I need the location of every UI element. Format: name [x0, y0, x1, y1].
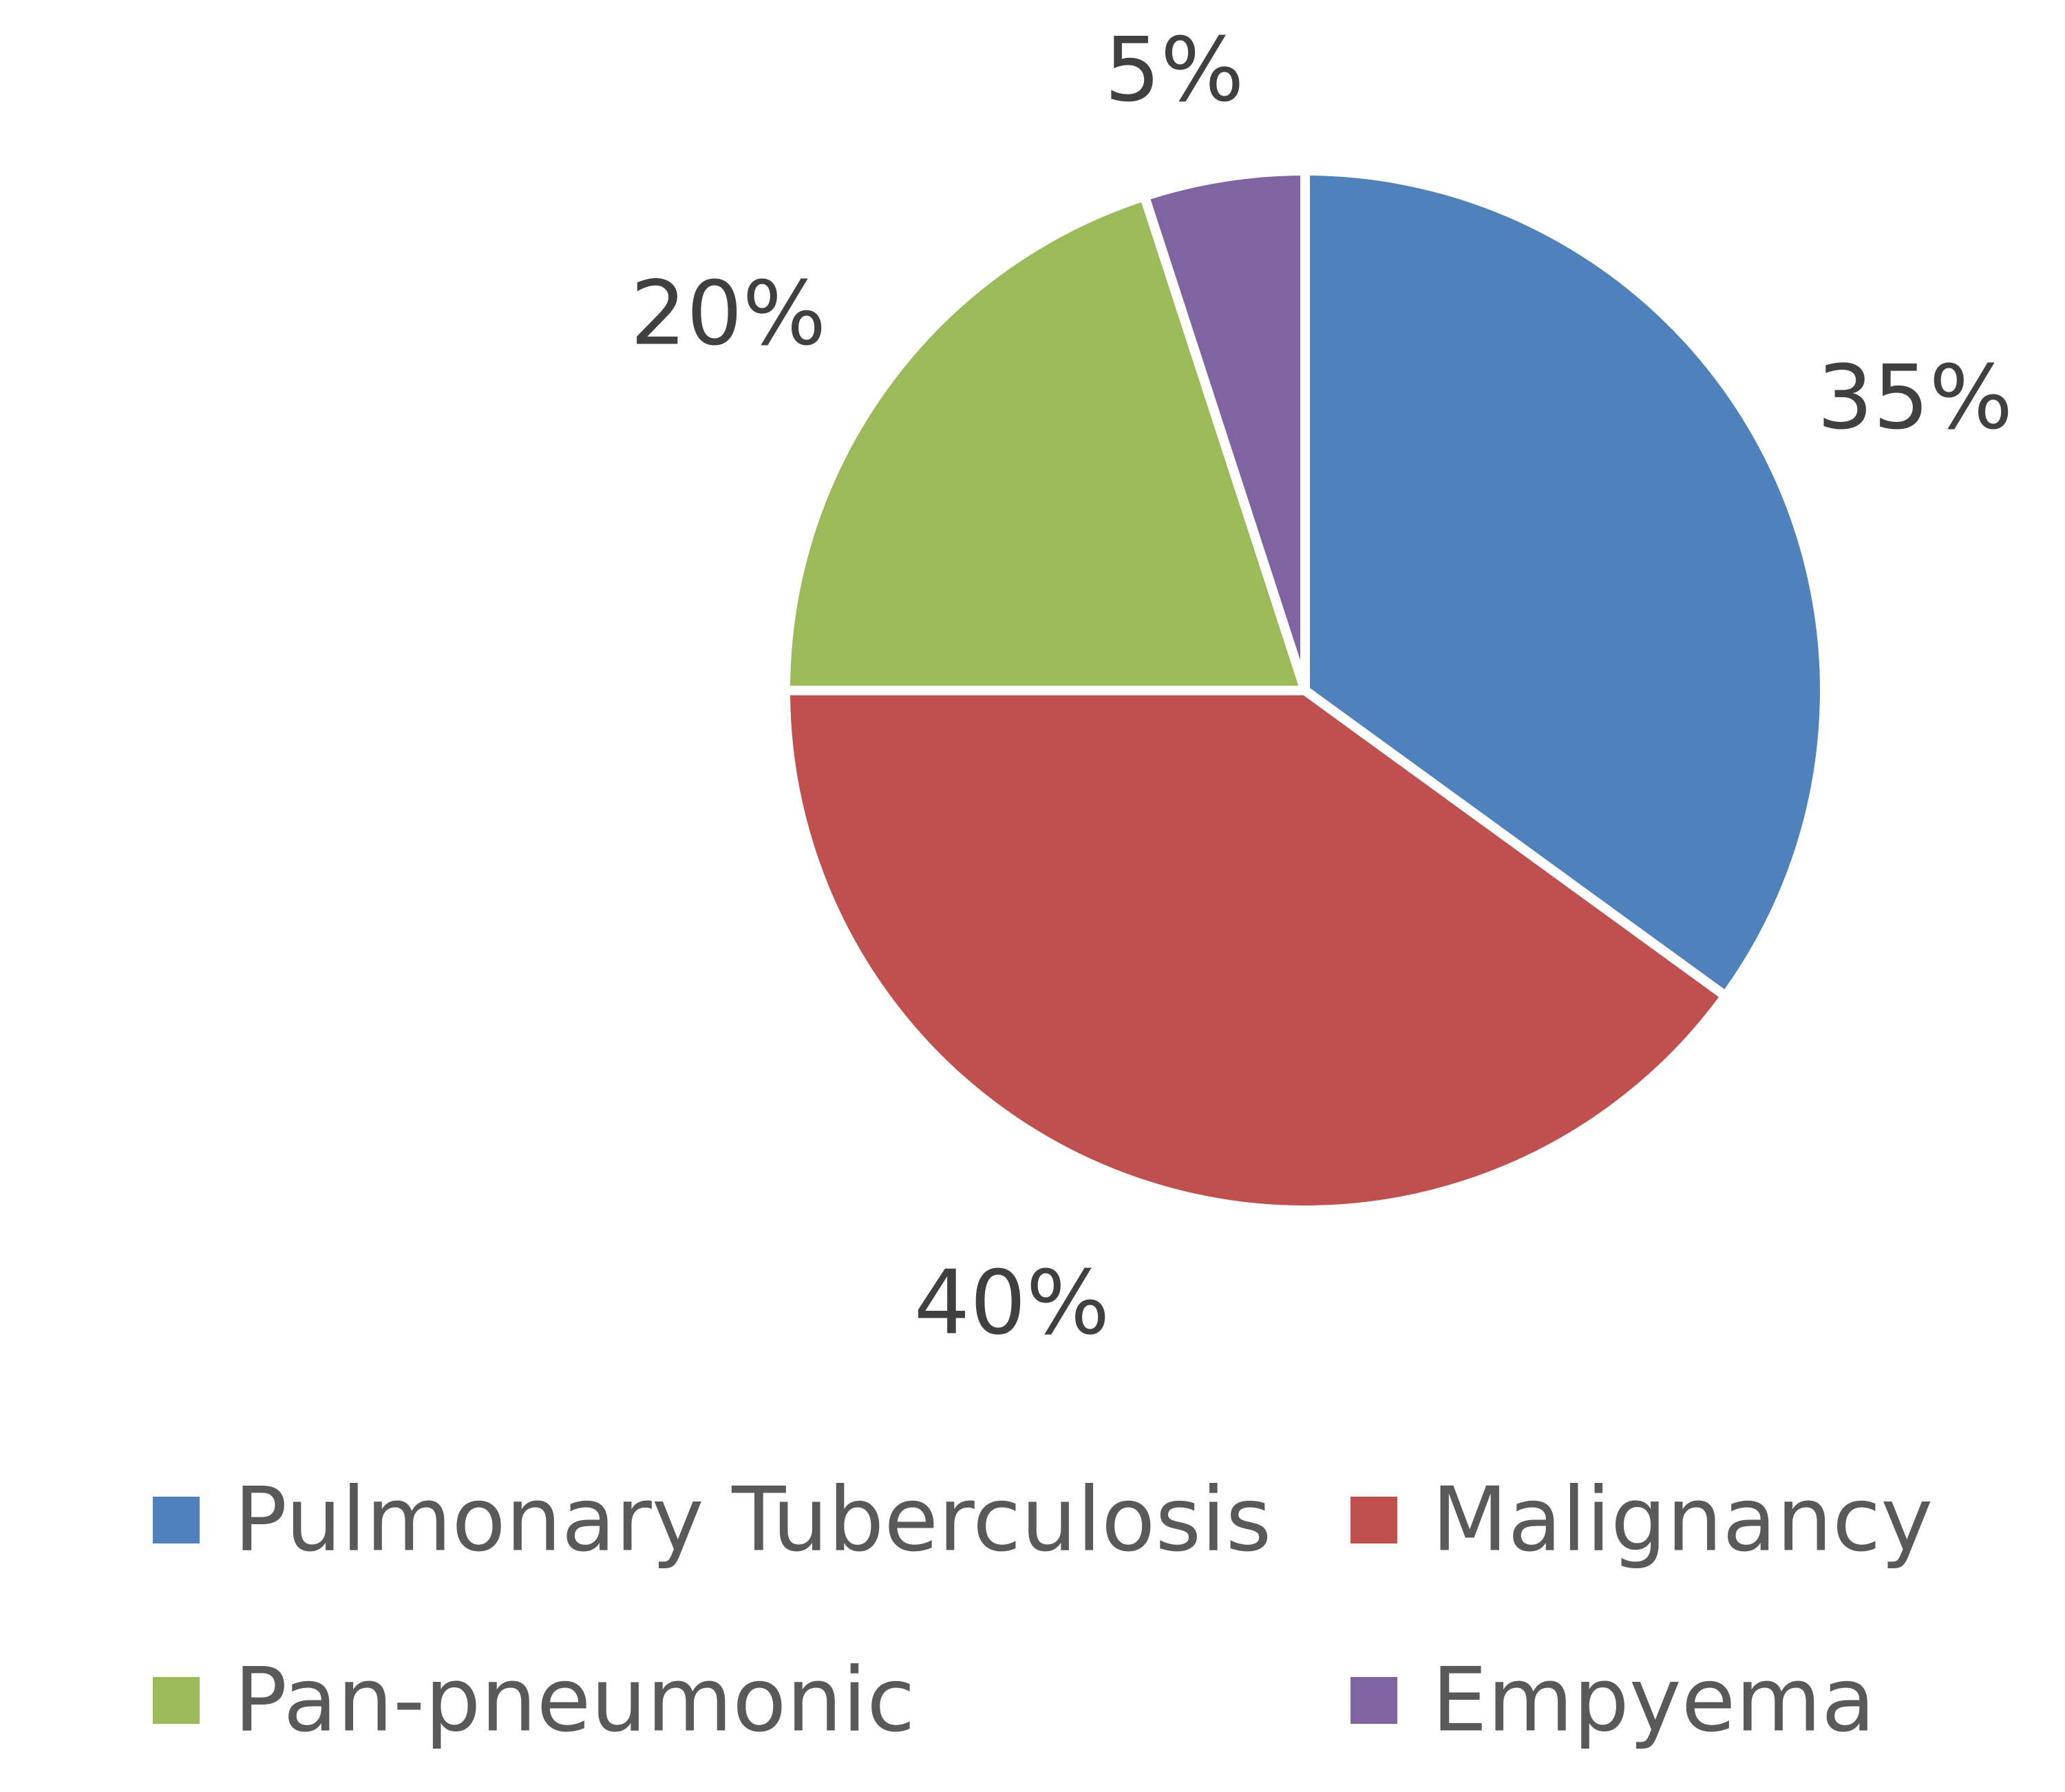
legend-label-empyema: Empyema	[1432, 1649, 1875, 1752]
legend-swatch-pan-pneumonic	[153, 1677, 200, 1724]
data-label-empyema: 5%	[1104, 19, 1244, 122]
pie-slice-pulmonary-tuberculosis	[1300, 166, 1830, 1001]
data-label-pulmonary-tuberculosis: 35%	[1817, 347, 2013, 450]
data-label-malignancy: 40%	[914, 1252, 1110, 1355]
pie-slice-empyema	[1139, 166, 1310, 695]
pie-slice-pan-pneumonic	[781, 191, 1310, 695]
pie-slices	[781, 166, 1830, 1215]
legend-label-malignancy: Malignancy	[1432, 1469, 1933, 1572]
legend-swatch-empyema	[1351, 1677, 1397, 1724]
legend: Pulmonary Tuberculosis Malignancy Pan-pneu…	[153, 1469, 1933, 1752]
legend-label-pan-pneumonic: Pan-pneumonic	[234, 1649, 915, 1752]
legend-swatch-malignancy	[1351, 1497, 1397, 1543]
pie-slice-malignancy	[781, 686, 1730, 1215]
data-labels: 35% 40% 20% 5%	[631, 19, 2013, 1355]
data-label-pan-pneumonic: 20%	[631, 263, 827, 366]
legend-label-pulmonary-tuberculosis: Pulmonary Tuberculosis	[234, 1469, 1271, 1572]
legend-swatch-pulmonary-tuberculosis	[153, 1497, 200, 1543]
